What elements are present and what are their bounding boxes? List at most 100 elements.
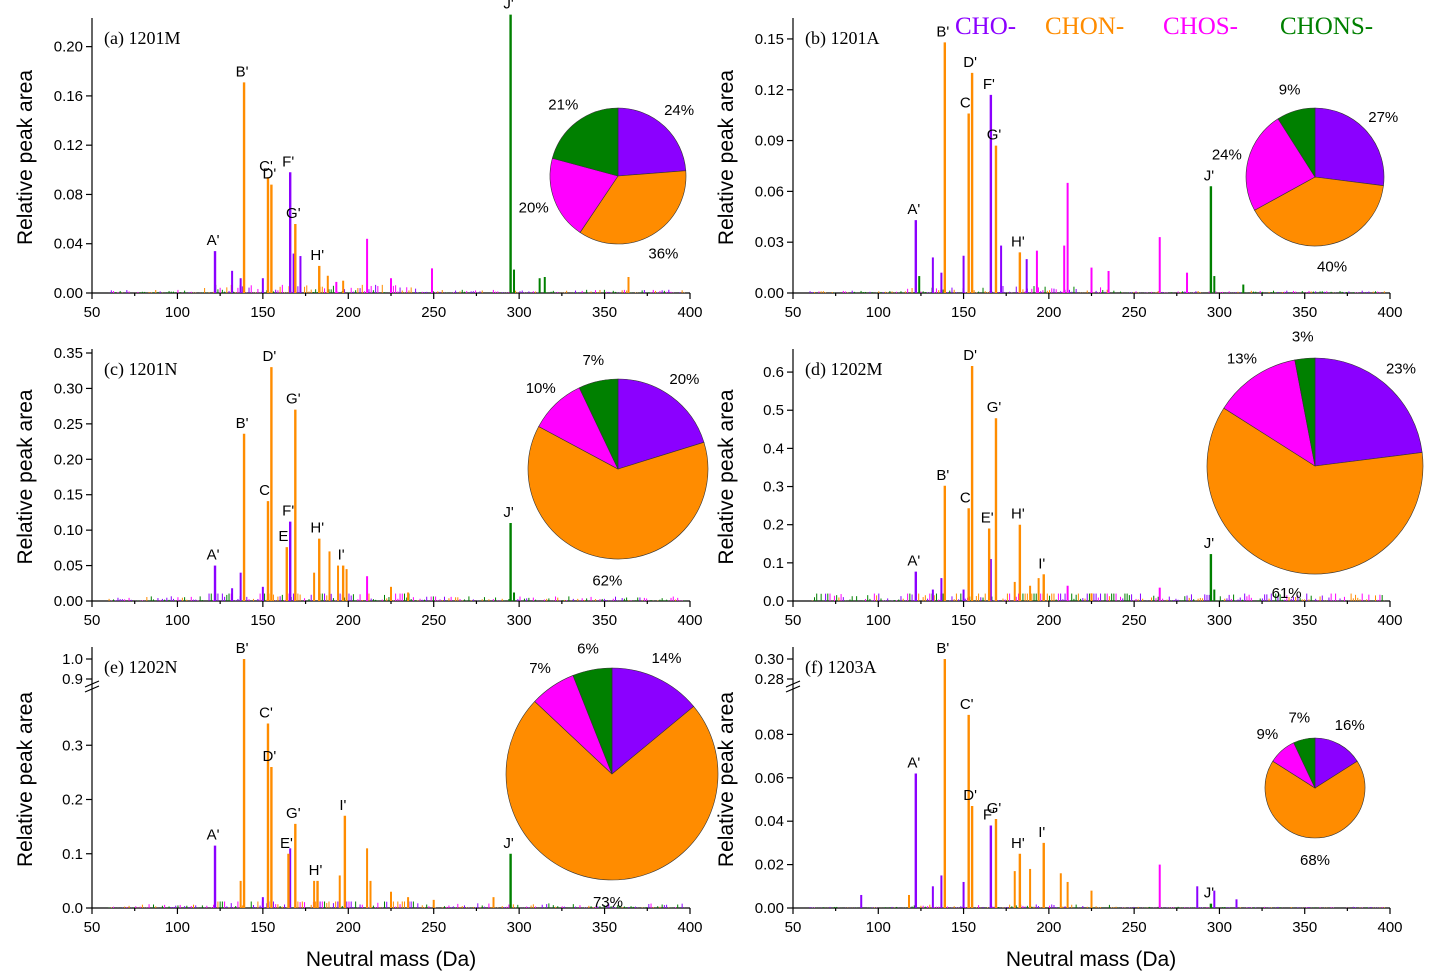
peak-label-D: D' xyxy=(263,748,277,765)
y-tick-label: 0.03 xyxy=(755,234,784,251)
pie-slice-cho xyxy=(1314,357,1423,467)
peak-label-E: E' xyxy=(280,835,293,852)
panel-label: (c) 1201N xyxy=(104,359,177,380)
pie-slice-chon xyxy=(1254,176,1384,247)
panel-5: 0.0 0.1 0.2 0.3 0.9 1.0 50 100 150 200 250 300 350 40… xyxy=(14,640,719,936)
y-tick-label: 0.04 xyxy=(755,813,784,830)
x-tick-label: 100 xyxy=(866,919,891,936)
y-tick-label: 0.1 xyxy=(62,846,83,863)
pie-label-chos: 9% xyxy=(1257,726,1279,743)
x-tick-label: 300 xyxy=(1207,612,1232,629)
panel-1: 0.00 0.04 0.08 0.12 0.16 0.20 50 100 150 200 250 30… xyxy=(14,0,703,321)
x-tick-label: 350 xyxy=(592,612,617,629)
y-tick-label: 0.10 xyxy=(54,522,83,539)
peak-label-J: J' xyxy=(1204,885,1215,902)
pie-label-chos: 10% xyxy=(526,380,556,397)
pie-slice-chons xyxy=(551,107,619,177)
x-tick-label: 150 xyxy=(951,919,976,936)
x-tick-label: 150 xyxy=(250,304,275,321)
peak-label-C: C' xyxy=(259,158,273,175)
peak-label-G: G' xyxy=(286,205,301,222)
y-tick-label: 0.0 xyxy=(763,593,784,610)
peak-label-J: J' xyxy=(503,0,514,13)
pie-label-chons: 7% xyxy=(1288,710,1310,727)
y-tick-label: 0.6 xyxy=(763,364,784,381)
peak-label-F: F' xyxy=(983,76,995,93)
peak-label-J: J' xyxy=(503,835,514,852)
peak-label-A: A' xyxy=(207,547,220,564)
legend-item-cho: CHO- xyxy=(955,13,1016,40)
y-tick-label: 0.35 xyxy=(54,345,83,362)
panel-label: (b) 1201A xyxy=(805,28,880,49)
pie-chart: 27% 40% 24% 9% xyxy=(1212,82,1398,276)
x-tick-label: 50 xyxy=(84,304,101,321)
pie-chart: 20% 62% 10% 7% xyxy=(526,352,709,589)
peak-label-F: F' xyxy=(282,153,294,170)
pie-slice-chos xyxy=(549,157,619,233)
pie-label-chon: 36% xyxy=(648,246,678,263)
x-tick-label: 400 xyxy=(1377,612,1402,629)
peak-label-C: C' xyxy=(960,696,974,713)
x-tick-label: 300 xyxy=(507,612,532,629)
peak-label-C: C' xyxy=(259,482,273,499)
peak-label-A: A' xyxy=(907,754,920,771)
y-axis-label: Relative peak area xyxy=(715,692,738,867)
x-tick-label: 250 xyxy=(1122,612,1147,629)
peak-label-I: I' xyxy=(1038,824,1045,841)
y-tick-label: 0.04 xyxy=(54,236,83,253)
x-tick-label: 100 xyxy=(866,612,891,629)
y-tick-label: 1.0 xyxy=(62,651,83,668)
x-tick-label: 350 xyxy=(1292,304,1317,321)
peak-label-G: G' xyxy=(987,399,1002,416)
y-tick-label: 0.20 xyxy=(54,39,83,56)
x-tick-label: 250 xyxy=(1122,919,1147,936)
y-tick-label: 0.06 xyxy=(755,770,784,787)
x-tick-label: 200 xyxy=(1036,919,1061,936)
pie-slice-chon xyxy=(1206,407,1424,575)
x-tick-label: 400 xyxy=(677,919,702,936)
pie-chart: 24% 36% 20% 21% xyxy=(519,97,694,263)
peak-label-J: J' xyxy=(1204,167,1215,184)
y-tick-label: 0.0 xyxy=(62,900,83,917)
panel-3: 0.00 0.05 0.10 0.15 0.20 0.25 0.30 0.35 50 100 150… xyxy=(14,345,709,629)
x-axis-label-right: Neutral mass (Da) xyxy=(1006,948,1176,971)
x-tick-label: 300 xyxy=(507,304,532,321)
x-tick-label: 200 xyxy=(1036,304,1061,321)
legend-item-chon: CHON- xyxy=(1045,13,1124,40)
x-tick-label: 50 xyxy=(84,919,101,936)
peak-label-I: I' xyxy=(339,797,346,814)
x-tick-label: 100 xyxy=(165,919,190,936)
x-axis-label-left: Neutral mass (Da) xyxy=(306,948,476,971)
x-tick-label: 50 xyxy=(84,612,101,629)
x-tick-label: 400 xyxy=(1377,304,1402,321)
panel-4: 0.0 0.1 0.2 0.3 0.4 0.5 0.6 50 100 150 200 250 300 35… xyxy=(715,329,1424,629)
pie-label-cho: 16% xyxy=(1335,717,1365,734)
y-tick-label: 0.20 xyxy=(54,451,83,468)
pie-slice-cho xyxy=(611,667,695,775)
x-tick-label: 150 xyxy=(250,612,275,629)
pie-slice-chons xyxy=(572,667,613,775)
peak-label-A: A' xyxy=(207,827,220,844)
x-tick-label: 400 xyxy=(677,612,702,629)
pie-slice-chons xyxy=(1293,737,1316,789)
pie-slice-chons xyxy=(1294,357,1316,467)
peak-label-H: H' xyxy=(1011,506,1025,523)
y-tick-label: 0.12 xyxy=(54,137,83,154)
y-tick-label: 0.30 xyxy=(54,380,83,397)
pie-label-chon: 40% xyxy=(1317,258,1347,275)
x-tick-label: 350 xyxy=(1292,919,1317,936)
pie-slice-chon xyxy=(579,170,687,245)
pie-label-chos: 24% xyxy=(1212,146,1242,163)
x-tick-label: 300 xyxy=(1207,919,1232,936)
panel-label: (f) 1203A xyxy=(805,657,876,678)
peak-label-H: H' xyxy=(1011,233,1025,250)
pie-chart: 14% 73% 7% 6% xyxy=(505,640,719,911)
y-tick-label: 0.3 xyxy=(763,479,784,496)
peak-label-G: G' xyxy=(987,800,1002,817)
y-tick-label: 0.9 xyxy=(62,671,83,688)
axis-break-mark xyxy=(84,685,100,693)
pie-slice-cho xyxy=(1314,107,1385,186)
pie-label-chons: 3% xyxy=(1292,329,1314,346)
pie-slice-cho xyxy=(617,107,687,177)
